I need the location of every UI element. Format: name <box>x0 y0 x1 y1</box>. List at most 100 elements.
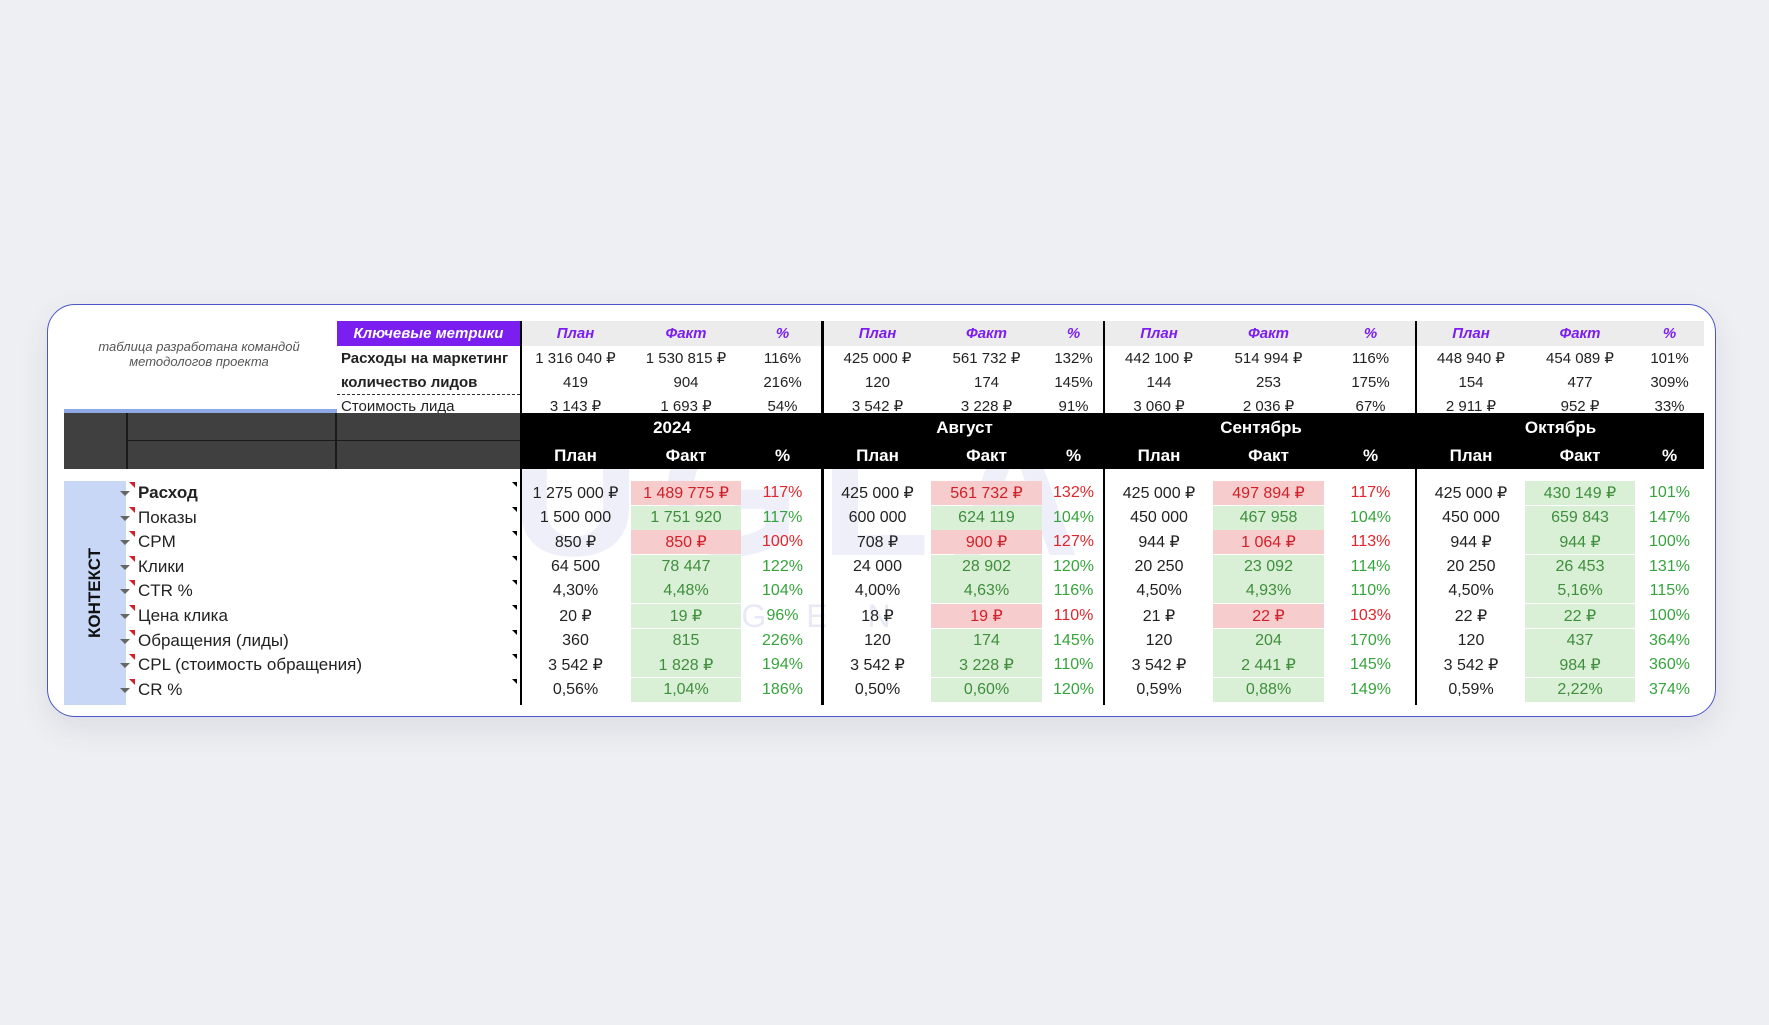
table-cell[interactable]: 4,63% <box>931 579 1042 604</box>
table-cell[interactable]: 104% <box>762 582 803 600</box>
table-cell[interactable]: 900 ₽ <box>931 530 1042 555</box>
table-cell[interactable]: 20 250 <box>1446 557 1496 575</box>
table-cell[interactable]: 360 <box>562 631 589 649</box>
row-dropdown-icon[interactable] <box>120 540 130 546</box>
table-cell[interactable]: 104% <box>1053 508 1094 526</box>
table-cell[interactable]: 78 447 <box>631 554 741 579</box>
table-cell[interactable]: 0,50% <box>854 680 901 698</box>
table-cell[interactable]: 944 ₽ <box>1138 534 1180 552</box>
row-dropdown-icon[interactable] <box>120 589 130 595</box>
table-cell[interactable]: 104% <box>1350 508 1391 526</box>
table-cell[interactable]: 20 ₽ <box>559 608 592 625</box>
table-cell[interactable]: 0,59% <box>1448 680 1494 698</box>
table-cell[interactable]: 194% <box>762 656 803 674</box>
table-cell[interactable]: 116% <box>1053 582 1094 600</box>
table-cell[interactable]: 374% <box>1649 680 1690 698</box>
table-cell[interactable]: 1 275 000 ₽ <box>532 485 619 502</box>
table-cell[interactable]: 110% <box>1053 607 1094 624</box>
table-cell[interactable]: 450 000 <box>1130 508 1188 526</box>
table-cell[interactable]: 21 ₽ <box>1142 608 1176 625</box>
table-cell[interactable]: 100% <box>762 533 803 551</box>
table-cell[interactable]: 122% <box>762 557 803 575</box>
table-cell[interactable]: 149% <box>1350 680 1391 698</box>
table-cell[interactable]: 944 ₽ <box>1525 530 1635 555</box>
table-cell[interactable]: 117% <box>762 508 803 526</box>
table-cell[interactable]: 0,88% <box>1213 677 1324 702</box>
table-cell[interactable]: 850 ₽ <box>631 530 741 555</box>
table-cell[interactable]: 174 <box>931 628 1042 653</box>
table-cell[interactable]: 497 894 ₽ <box>1213 481 1324 505</box>
table-cell[interactable]: 120 <box>1145 631 1173 649</box>
table-cell[interactable]: 450 000 <box>1442 508 1500 526</box>
table-cell[interactable]: 364% <box>1649 631 1690 649</box>
table-cell[interactable]: 3 228 ₽ <box>931 653 1042 678</box>
table-cell[interactable]: 131% <box>1649 557 1690 575</box>
table-cell[interactable]: 120 <box>864 631 891 649</box>
table-cell[interactable]: 28 902 <box>931 554 1042 579</box>
table-cell[interactable]: 96% <box>766 607 799 624</box>
table-cell[interactable]: 4,50% <box>1448 582 1494 600</box>
table-cell[interactable]: 984 ₽ <box>1525 653 1635 678</box>
table-cell[interactable]: 1 500 000 <box>539 508 612 526</box>
table-cell[interactable]: 425 000 ₽ <box>1122 485 1196 502</box>
table-cell[interactable]: 3 542 ₽ <box>850 657 905 675</box>
table-cell[interactable]: 100% <box>1649 533 1690 551</box>
row-dropdown-icon[interactable] <box>120 614 130 619</box>
table-cell[interactable]: 64 500 <box>551 557 600 575</box>
table-cell[interactable]: 4,30% <box>552 582 599 600</box>
table-cell[interactable]: 110% <box>1350 582 1391 600</box>
table-cell[interactable]: 114% <box>1350 557 1391 575</box>
row-dropdown-icon[interactable] <box>120 491 130 496</box>
table-cell[interactable]: 120% <box>1053 680 1094 698</box>
row-dropdown-icon[interactable] <box>120 638 130 644</box>
table-cell[interactable]: 127% <box>1053 533 1094 551</box>
table-cell[interactable]: 659 843 <box>1525 505 1635 530</box>
table-cell[interactable]: 22 ₽ <box>1454 608 1488 625</box>
table-cell[interactable]: 1,04% <box>631 677 741 702</box>
table-cell[interactable]: 4,00% <box>854 582 901 600</box>
table-cell[interactable]: 4,50% <box>1136 582 1182 600</box>
table-cell[interactable]: 132% <box>1053 484 1094 501</box>
table-cell[interactable]: 624 119 <box>931 505 1042 530</box>
table-cell[interactable]: 5,16% <box>1525 579 1635 604</box>
table-cell[interactable]: 815 <box>631 628 741 653</box>
table-cell[interactable]: 4,93% <box>1213 579 1324 604</box>
table-cell[interactable]: 117% <box>1350 484 1391 501</box>
table-cell[interactable]: 22 ₽ <box>1213 604 1324 628</box>
row-dropdown-icon[interactable] <box>120 564 130 570</box>
table-cell[interactable]: 18 ₽ <box>861 608 894 625</box>
table-cell[interactable]: 360% <box>1649 656 1690 674</box>
table-cell[interactable]: 204 <box>1213 628 1324 653</box>
table-cell[interactable]: 19 ₽ <box>631 604 741 628</box>
table-cell[interactable]: 3 542 ₽ <box>548 657 603 675</box>
table-cell[interactable]: 850 ₽ <box>554 534 597 552</box>
table-cell[interactable]: 0,56% <box>552 680 599 698</box>
table-cell[interactable]: 145% <box>1053 631 1094 649</box>
table-cell[interactable]: 120% <box>1053 557 1094 575</box>
row-dropdown-icon[interactable] <box>120 687 130 693</box>
table-cell[interactable]: 170% <box>1350 631 1391 649</box>
table-cell[interactable]: 110% <box>1053 656 1094 674</box>
table-cell[interactable]: 3 542 ₽ <box>1443 657 1499 675</box>
table-cell[interactable]: 0,59% <box>1136 680 1182 698</box>
table-cell[interactable]: 24 000 <box>853 557 902 575</box>
table-cell[interactable]: 20 250 <box>1134 557 1184 575</box>
table-cell[interactable]: 120 <box>1457 631 1485 649</box>
table-cell[interactable]: 145% <box>1350 656 1391 674</box>
table-cell[interactable]: 561 732 ₽ <box>931 481 1042 505</box>
table-cell[interactable]: 186% <box>762 680 803 698</box>
table-cell[interactable]: 117% <box>762 484 803 501</box>
table-cell[interactable]: 100% <box>1649 607 1690 624</box>
table-cell[interactable]: 1 064 ₽ <box>1213 530 1324 555</box>
table-cell[interactable]: 23 092 <box>1213 554 1324 579</box>
table-cell[interactable]: 1 828 ₽ <box>631 653 741 678</box>
table-cell[interactable]: 425 000 ₽ <box>1434 485 1508 502</box>
row-dropdown-icon[interactable] <box>120 663 130 669</box>
table-cell[interactable]: 4,48% <box>631 579 741 604</box>
table-cell[interactable]: 147% <box>1649 508 1690 526</box>
table-cell[interactable]: 103% <box>1350 607 1391 624</box>
table-cell[interactable]: 1 751 920 <box>631 505 741 530</box>
table-cell[interactable]: 22 ₽ <box>1525 604 1635 628</box>
table-cell[interactable]: 0,60% <box>931 677 1042 702</box>
table-cell[interactable]: 2,22% <box>1525 677 1635 702</box>
